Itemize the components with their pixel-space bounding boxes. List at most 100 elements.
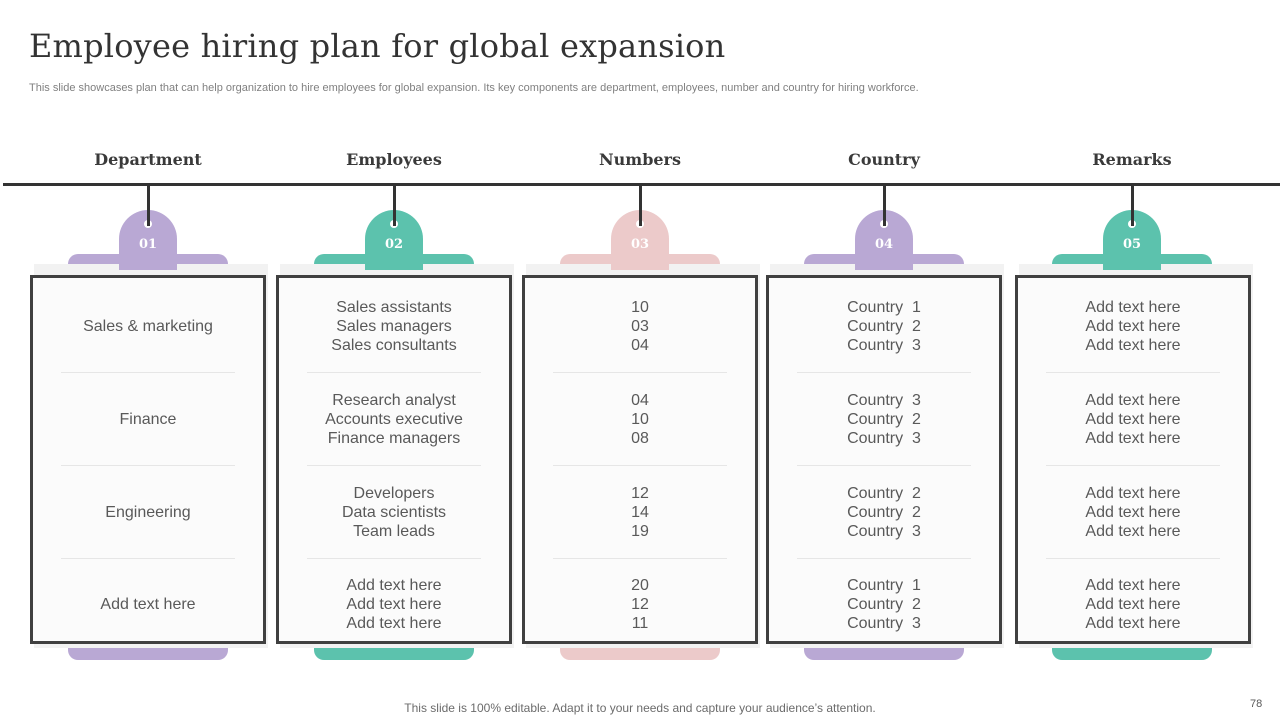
cell-text-line: 19 bbox=[631, 523, 649, 540]
table-cell: Developers Data scientists Team leads bbox=[279, 466, 509, 559]
cell-text-line: Sales managers bbox=[336, 318, 452, 335]
table-cell: Add text here bbox=[33, 558, 263, 651]
row-divider bbox=[796, 372, 972, 373]
cell-text-line: Add text here bbox=[1085, 430, 1181, 447]
table-cell: Sales & marketing bbox=[33, 280, 263, 373]
column-header-department: Department bbox=[94, 150, 202, 169]
table-cell: Add text here Add text here Add text here bbox=[1018, 558, 1248, 651]
row-divider bbox=[1045, 465, 1221, 466]
column-header-numbers: Numbers bbox=[599, 150, 681, 169]
cell-text-line: Research analyst bbox=[332, 392, 456, 409]
row-divider bbox=[60, 558, 236, 559]
table-cell: 10 03 04 bbox=[525, 280, 755, 373]
cell-text-line: Country 1 bbox=[847, 299, 921, 316]
connector-line bbox=[146, 186, 150, 226]
footer-shelf bbox=[804, 644, 964, 660]
row-divider bbox=[306, 558, 482, 559]
row-divider bbox=[60, 372, 236, 373]
table-cell: 20 12 11 bbox=[525, 558, 755, 651]
row-divider bbox=[306, 372, 482, 373]
row-divider bbox=[552, 372, 728, 373]
connector-line bbox=[638, 186, 642, 226]
footer-shelf bbox=[560, 644, 720, 660]
cell-text-line: Country 3 bbox=[847, 337, 921, 354]
table-cell: Sales assistants Sales managers Sales cons… bbox=[279, 280, 509, 373]
row-divider bbox=[1045, 372, 1221, 373]
step-number: 01 bbox=[138, 237, 158, 252]
row-divider bbox=[306, 465, 482, 466]
column-header-employees: Employees bbox=[346, 150, 442, 169]
cell-text-line: Country 2 bbox=[847, 411, 921, 428]
footer-note: This slide is 100% editable. Adapt it to… bbox=[404, 701, 876, 715]
cell-text-line: Team leads bbox=[353, 523, 435, 540]
cell-text-line: 14 bbox=[631, 504, 649, 521]
table-cell: Country 3 Country 2 Country 3 bbox=[769, 373, 999, 466]
column-header-country: Country bbox=[848, 150, 920, 169]
column-panel-remarks: Add text here Add text here Add text here A… bbox=[1015, 275, 1251, 644]
cell-text-line: Add text here bbox=[1085, 615, 1181, 632]
cell-text-line: 04 bbox=[631, 337, 649, 354]
cell-text-line: Country 3 bbox=[847, 523, 921, 540]
row-divider bbox=[796, 558, 972, 559]
cell-text-line: 12 bbox=[631, 485, 649, 502]
cell-text-line: Add text here bbox=[1085, 577, 1181, 594]
cell-text-line: Add text here bbox=[346, 577, 442, 594]
table-cell: Add text here Add text here Add text here bbox=[1018, 466, 1248, 559]
cell-text-line: Country 2 bbox=[847, 596, 921, 613]
cell-text-line: 11 bbox=[631, 615, 649, 632]
connector-line bbox=[392, 186, 396, 226]
cell-text-line: 12 bbox=[631, 596, 649, 613]
cell-text-line: 08 bbox=[631, 430, 649, 447]
cell-text-line: Country 2 bbox=[847, 318, 921, 335]
row-divider bbox=[552, 465, 728, 466]
cell-text-line: 04 bbox=[631, 392, 649, 409]
footer-shelf bbox=[314, 644, 474, 660]
cell-text-line: Country 3 bbox=[847, 392, 921, 409]
cell-text-line: Finance managers bbox=[327, 430, 461, 447]
column-panel-country: Country 1 Country 2 Country 3 Country 3 Coun… bbox=[766, 275, 1002, 644]
table-cell: Country 1 Country 2 Country 3 bbox=[769, 558, 999, 651]
table-cell: Country 2 Country 2 Country 3 bbox=[769, 466, 999, 559]
cell-text-line: Country 2 bbox=[847, 485, 921, 502]
connector-line bbox=[1130, 186, 1134, 226]
column-header-remarks: Remarks bbox=[1092, 150, 1172, 169]
table-cell: 12 14 19 bbox=[525, 466, 755, 559]
column-panel-numbers: 10 03 04 04 10 08 12 14 19 20 12 11 bbox=[522, 275, 758, 644]
table-cell: 04 10 08 bbox=[525, 373, 755, 466]
column-panel-employees: Sales assistants Sales managers Sales cons… bbox=[276, 275, 512, 644]
row-divider bbox=[552, 558, 728, 559]
cell-text-line: Sales consultants bbox=[331, 337, 457, 354]
cell-text-line: Add text here bbox=[346, 615, 442, 632]
cell-text-line: 03 bbox=[631, 318, 649, 335]
cell-text-line: Country 2 bbox=[847, 504, 921, 521]
step-number: 05 bbox=[1122, 237, 1142, 252]
cell-text-line: Finance bbox=[119, 411, 177, 428]
cell-text-line: Sales assistants bbox=[336, 299, 452, 316]
cell-text-line: Add text here bbox=[1085, 299, 1181, 316]
cell-text-line: Add text here bbox=[1085, 392, 1181, 409]
cell-text-line: Accounts executive bbox=[325, 411, 463, 428]
cell-text-line: Add text here bbox=[1085, 337, 1181, 354]
connector-line bbox=[882, 186, 886, 226]
cell-text-line: Data scientists bbox=[341, 504, 447, 521]
cell-text-line: Add text here bbox=[1085, 596, 1181, 613]
table-cell: Finance bbox=[33, 373, 263, 466]
cell-text-line: Add text here bbox=[346, 596, 442, 613]
page-subtitle: This slide showcases plan that can help … bbox=[29, 82, 919, 94]
cell-text-line: Developers bbox=[353, 485, 435, 502]
footer-shelf bbox=[1052, 644, 1212, 660]
cell-text-line: Country 3 bbox=[847, 430, 921, 447]
cell-text-line: 20 bbox=[631, 577, 649, 594]
row-divider bbox=[796, 465, 972, 466]
column-panel-department: Sales & marketing Finance Engineering Add t… bbox=[30, 275, 266, 644]
cell-text-line: Add text here bbox=[1085, 523, 1181, 540]
cell-text-line: Add text here bbox=[100, 596, 196, 613]
timeline-line bbox=[3, 183, 1280, 186]
cell-text-line: Engineering bbox=[105, 504, 191, 521]
table-cell: Add text here Add text here Add text here bbox=[1018, 280, 1248, 373]
cell-text-line: Sales & marketing bbox=[83, 318, 213, 335]
table-cell: Add text here Add text here Add text here bbox=[279, 558, 509, 651]
cell-text-line: Add text here bbox=[1085, 318, 1181, 335]
row-divider bbox=[1045, 558, 1221, 559]
row-divider bbox=[60, 465, 236, 466]
